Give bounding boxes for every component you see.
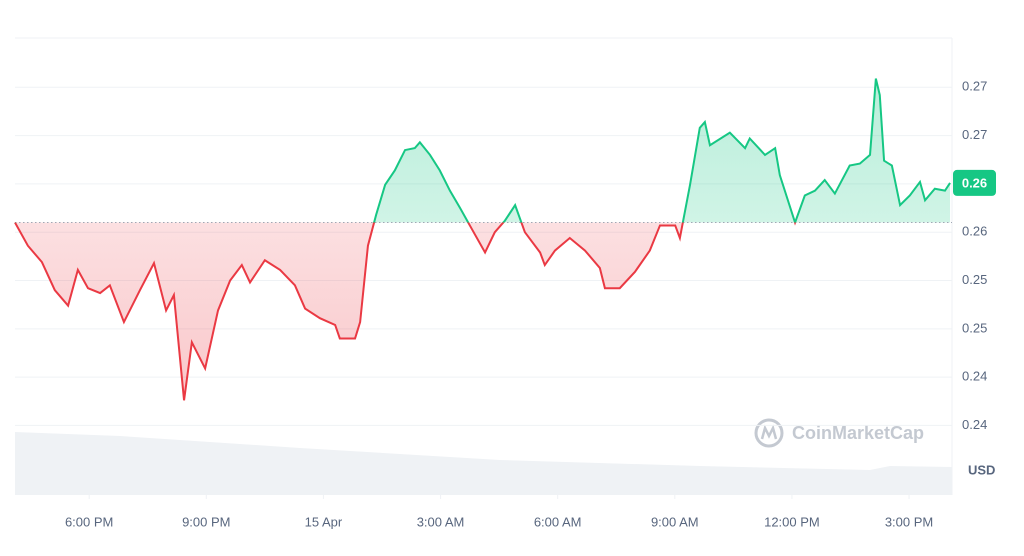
area-up [15,78,951,223]
x-tick-label: 3:00 PM [885,514,933,529]
price-line-up [14,78,951,223]
y-tick-label: 0.24 [962,417,987,432]
last-price-badge [953,169,996,196]
y-unit: USD [968,462,995,477]
x-tick-label: 6:00 PM [65,514,113,529]
y-tick-label: 0.27 [962,127,987,142]
x-tick-label: 3:00 AM [417,514,465,529]
x-tick-label: 9:00 PM [182,514,230,529]
x-tick-label: 15 Apr [305,514,343,529]
price-line-down [14,222,797,401]
last-price-label: 0.26 [962,175,987,190]
volume-area [15,432,952,495]
x-tick-label: 6:00 AM [534,514,582,529]
y-tick-label: 0.27 [962,79,987,94]
watermark: CoinMarketCap [754,418,924,448]
y-tick-label: 0.26 [962,224,987,239]
watermark-text: CoinMarketCap [792,423,924,443]
x-tick-label: 9:00 AM [651,514,699,529]
x-tick-label: 12:00 PM [764,514,820,529]
y-tick-label: 0.25 [962,272,987,287]
area-down [15,222,683,401]
y-tick-label: 0.24 [962,369,987,384]
y-tick-label: 0.25 [962,320,987,335]
